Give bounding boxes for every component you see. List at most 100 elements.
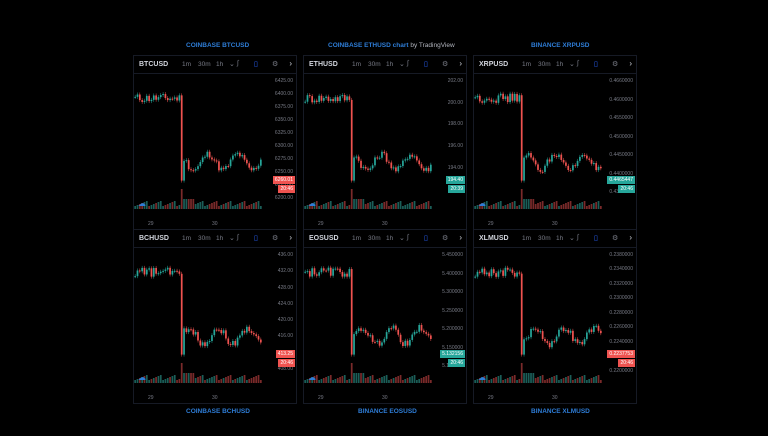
interval-1m[interactable]: 1m xyxy=(522,61,532,68)
tradingview-logo-icon[interactable]: ☁ xyxy=(478,373,486,382)
dropdown-icon[interactable]: ⌄ xyxy=(229,235,235,242)
interval-1m[interactable]: 1m xyxy=(182,61,192,68)
chart-panel-ethusd[interactable]: ETHUSD 1m 30m 1h ⌄ ∫ ▯ ⚙ › 202.00 200.00 198.00 196.… xyxy=(303,55,467,230)
chevron-right-icon[interactable]: › xyxy=(289,59,292,68)
chart-title-eth-text[interactable]: COINBASE ETHUSD chart xyxy=(328,42,409,49)
chart-title-xlm[interactable]: BINANCE XLMUSD xyxy=(531,408,590,415)
candlestick-chart[interactable] xyxy=(474,74,602,219)
candle-style-icon[interactable]: ▯ xyxy=(424,235,428,242)
volume-bar xyxy=(138,378,141,383)
candlestick-chart[interactable] xyxy=(474,248,602,393)
indicator-icon[interactable]: ∫ xyxy=(577,60,579,67)
interval-30m[interactable]: 30m xyxy=(198,235,211,242)
volume-bar xyxy=(369,202,372,209)
volume-bar xyxy=(159,201,162,209)
indicator-icon[interactable]: ∫ xyxy=(237,234,239,241)
interval-30m[interactable]: 30m xyxy=(368,61,381,68)
candle-style-icon[interactable]: ▯ xyxy=(594,235,598,242)
candle-style-icon[interactable]: ▯ xyxy=(254,61,258,68)
interval-1h[interactable]: 1h xyxy=(556,235,564,242)
chart-title-btc[interactable]: COINBASE BTCUSD xyxy=(186,42,250,49)
settings-icon[interactable]: ⚙ xyxy=(612,61,619,68)
dropdown-icon[interactable]: ⌄ xyxy=(569,61,575,68)
interval-1m[interactable]: 1m xyxy=(352,235,362,242)
indicator-icon[interactable]: ∫ xyxy=(407,60,409,67)
last-price-tag: 5.132156 xyxy=(440,350,465,358)
volume-bar xyxy=(506,204,509,209)
volume-bar xyxy=(485,375,488,383)
volume-bar xyxy=(178,379,181,383)
indicator-icon[interactable]: ∫ xyxy=(237,60,239,67)
dropdown-icon[interactable]: ⌄ xyxy=(229,61,235,68)
settings-icon[interactable]: ⚙ xyxy=(612,235,619,242)
candle-style-icon[interactable]: ▯ xyxy=(594,61,598,68)
price-axis-label: 6350.00 xyxy=(274,117,293,123)
symbol-label[interactable]: EOSUSD xyxy=(309,235,339,242)
dropdown-icon[interactable]: ⌄ xyxy=(569,235,575,242)
volume-bar xyxy=(397,376,400,383)
tradingview-logo-icon[interactable]: ☁ xyxy=(138,373,146,382)
interval-1h[interactable]: 1h xyxy=(386,235,394,242)
candlestick-chart[interactable] xyxy=(134,248,262,393)
candle-style-icon[interactable]: ▯ xyxy=(424,61,428,68)
settings-icon[interactable]: ⚙ xyxy=(442,235,449,242)
volume-bar xyxy=(553,376,556,383)
settings-icon[interactable]: ⚙ xyxy=(272,235,279,242)
chart-panel-xlmusd[interactable]: XLMUSD 1m 30m 1h ⌄ ∫ ▯ ⚙ › 0.2380000 0.2340000 0.23… xyxy=(473,229,637,404)
tradingview-logo-icon[interactable]: ☁ xyxy=(308,199,316,208)
tradingview-logo-icon[interactable]: ☁ xyxy=(308,373,316,382)
interval-1h[interactable]: 1h xyxy=(216,61,224,68)
indicator-icon[interactable]: ∫ xyxy=(577,234,579,241)
symbol-label[interactable]: XLMUSD xyxy=(479,235,509,242)
volume-bar xyxy=(183,373,185,383)
chevron-right-icon[interactable]: › xyxy=(459,233,462,242)
chart-title-eos[interactable]: BINANCE EOSUSD xyxy=(358,408,417,415)
candlestick-chart[interactable] xyxy=(304,248,432,393)
candlestick-chart[interactable] xyxy=(134,74,262,219)
symbol-label[interactable]: BCHUSD xyxy=(139,235,169,242)
chevron-right-icon[interactable]: › xyxy=(629,59,632,68)
chart-panel-bchusd[interactable]: BCHUSD 1m 30m 1h ⌄ ∫ ▯ ⚙ › 436.00 432.00 428.00 424.… xyxy=(133,229,297,404)
countdown-tag: 20:39 xyxy=(448,185,465,193)
volume-bar xyxy=(574,379,577,383)
chart-panel-eosusd[interactable]: EOSUSD 1m 30m 1h ⌄ ∫ ▯ ⚙ › 5.450000 5.400000 5.3000… xyxy=(303,229,467,404)
interval-30m[interactable]: 30m xyxy=(538,235,551,242)
interval-1h[interactable]: 1h xyxy=(556,61,564,68)
chart-title-bch[interactable]: COINBASE BCHUSD xyxy=(186,408,250,415)
chevron-right-icon[interactable]: › xyxy=(629,233,632,242)
chevron-right-icon[interactable]: › xyxy=(459,59,462,68)
tradingview-credit[interactable]: by TradingView xyxy=(410,42,455,49)
volume-bar xyxy=(141,203,144,209)
tradingview-logo-icon[interactable]: ☁ xyxy=(478,199,486,208)
symbol-label[interactable]: ETHUSD xyxy=(309,61,338,68)
volume-bar xyxy=(357,373,360,383)
interval-30m[interactable]: 30m xyxy=(538,61,551,68)
interval-1m[interactable]: 1m xyxy=(522,235,532,242)
interval-1h[interactable]: 1h xyxy=(216,235,224,242)
settings-icon[interactable]: ⚙ xyxy=(272,61,279,68)
dropdown-icon[interactable]: ⌄ xyxy=(399,61,405,68)
volume-bar xyxy=(311,377,314,383)
symbol-label[interactable]: BTCUSD xyxy=(139,61,169,68)
chevron-right-icon[interactable]: › xyxy=(289,233,292,242)
volume-bar xyxy=(241,202,244,209)
interval-1m[interactable]: 1m xyxy=(352,61,362,68)
settings-icon[interactable]: ⚙ xyxy=(442,61,449,68)
candle-style-icon[interactable]: ▯ xyxy=(254,235,258,242)
volume-bar xyxy=(383,376,386,383)
dropdown-icon[interactable]: ⌄ xyxy=(399,235,405,242)
interval-30m[interactable]: 30m xyxy=(198,61,211,68)
interval-30m[interactable]: 30m xyxy=(368,235,381,242)
interval-1h[interactable]: 1h xyxy=(386,61,394,68)
interval-1m[interactable]: 1m xyxy=(182,235,192,242)
volume-bar xyxy=(176,380,178,383)
volume-bar xyxy=(213,202,216,209)
tradingview-logo-icon[interactable]: ☁ xyxy=(138,199,146,208)
chart-panel-btcusd[interactable]: BTCUSD 1m 30m 1h ⌄ ∫ ▯ ⚙ › 6425.00 6400.00 6375.00 6… xyxy=(133,55,297,230)
chart-title-eth[interactable]: COINBASE ETHUSD chart by TradingView xyxy=(328,42,455,49)
chart-title-xrp[interactable]: BINANCE XRPUSD xyxy=(531,42,590,49)
symbol-label[interactable]: XRPUSD xyxy=(479,61,509,68)
indicator-icon[interactable]: ∫ xyxy=(407,234,409,241)
chart-panel-xrpusd[interactable]: XRPUSD 1m 30m 1h ⌄ ∫ ▯ ⚙ › 0.4660000 0.4600000 0.45… xyxy=(473,55,637,230)
candlestick-chart[interactable] xyxy=(304,74,432,219)
